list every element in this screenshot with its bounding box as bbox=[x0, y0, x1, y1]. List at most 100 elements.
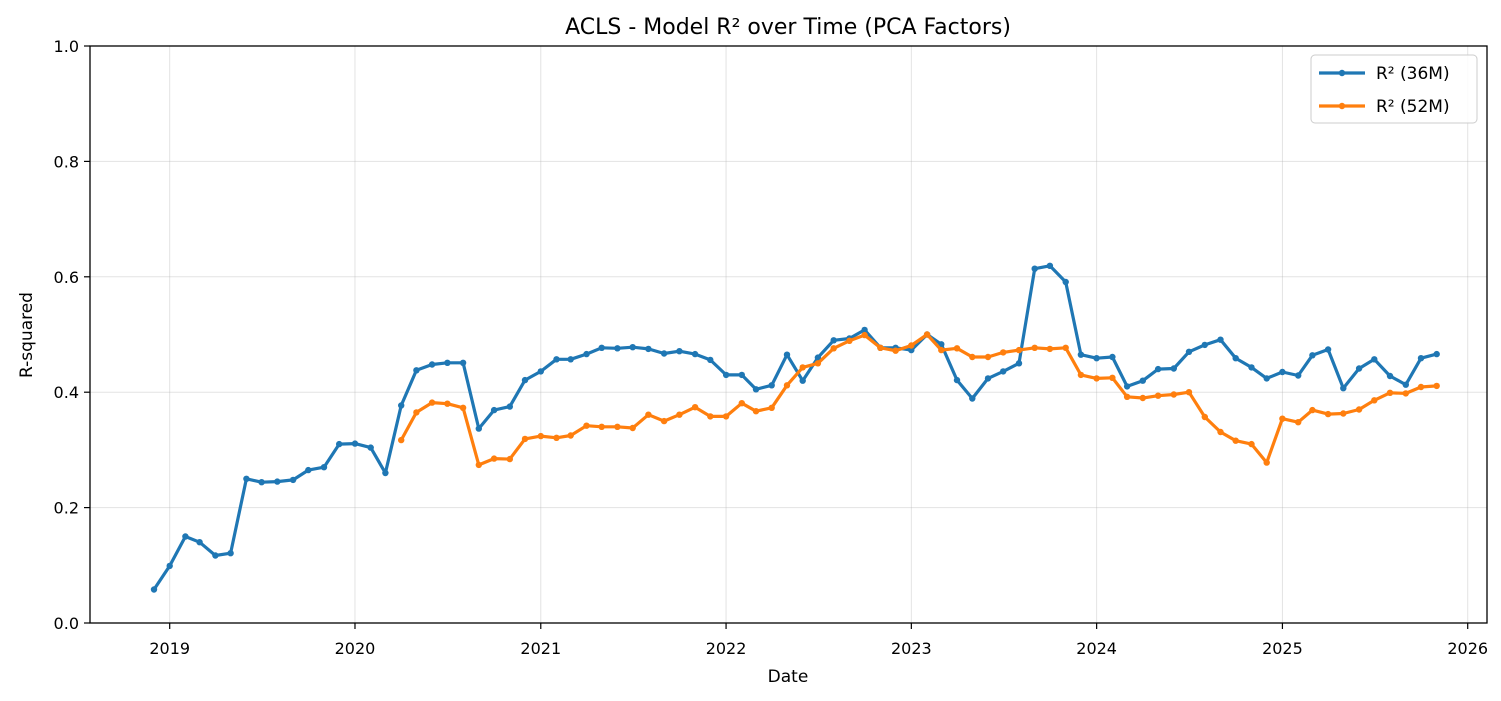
data-point bbox=[923, 331, 931, 338]
data-point bbox=[1386, 389, 1394, 396]
data-point bbox=[1139, 377, 1147, 384]
plot-frame bbox=[89, 45, 1488, 624]
data-point bbox=[738, 371, 745, 379]
data-point bbox=[1232, 355, 1239, 362]
data-point bbox=[521, 376, 529, 384]
data-point bbox=[1340, 385, 1347, 392]
data-point bbox=[1309, 406, 1316, 414]
data-point bbox=[182, 533, 189, 540]
data-point bbox=[475, 461, 482, 469]
data-point bbox=[1077, 351, 1085, 358]
y-tick-label: 0.8 bbox=[54, 152, 79, 171]
data-point bbox=[861, 331, 868, 339]
data-point bbox=[830, 337, 837, 344]
data-point bbox=[783, 351, 791, 358]
data-point bbox=[1417, 383, 1425, 391]
data-point bbox=[459, 404, 467, 411]
data-point bbox=[1402, 390, 1410, 397]
series-1 bbox=[398, 331, 1440, 469]
data-point bbox=[1295, 372, 1302, 379]
data-point bbox=[475, 425, 482, 432]
data-point bbox=[598, 423, 605, 430]
data-point bbox=[1109, 353, 1116, 361]
data-point bbox=[212, 552, 219, 559]
data-point bbox=[1279, 368, 1286, 376]
data-point bbox=[1417, 355, 1425, 362]
data-point bbox=[892, 347, 899, 354]
data-point bbox=[398, 402, 405, 409]
data-point bbox=[1015, 360, 1023, 367]
data-point bbox=[752, 386, 760, 393]
data-point bbox=[537, 368, 544, 375]
data-point bbox=[1154, 365, 1162, 373]
data-point bbox=[707, 413, 714, 420]
data-point bbox=[984, 375, 992, 382]
data-point bbox=[938, 341, 945, 348]
data-point bbox=[1324, 346, 1332, 353]
data-point bbox=[490, 455, 498, 462]
data-point bbox=[984, 353, 992, 361]
data-point bbox=[1185, 389, 1193, 396]
y-tick-label: 0.2 bbox=[54, 499, 79, 518]
data-point bbox=[553, 434, 560, 441]
data-point bbox=[1077, 371, 1085, 379]
y-axis-label: R-squared bbox=[17, 292, 37, 378]
data-point bbox=[1295, 419, 1302, 426]
data-point bbox=[752, 408, 760, 415]
data-point bbox=[1185, 348, 1193, 355]
data-point bbox=[428, 361, 436, 368]
data-point bbox=[660, 417, 668, 425]
data-point bbox=[567, 356, 574, 363]
data-point bbox=[413, 409, 420, 416]
data-point bbox=[227, 550, 234, 557]
data-point bbox=[676, 348, 683, 355]
data-point bbox=[1433, 382, 1440, 390]
data-point bbox=[1263, 375, 1270, 382]
data-point bbox=[305, 466, 312, 474]
series-layer bbox=[150, 262, 1440, 593]
y-tick-label: 0.6 bbox=[54, 268, 79, 287]
data-point bbox=[1386, 372, 1394, 380]
data-point bbox=[614, 345, 621, 352]
data-point bbox=[908, 346, 915, 354]
data-point bbox=[691, 404, 699, 411]
x-tick-label: 2021 bbox=[520, 639, 561, 658]
data-point bbox=[969, 353, 976, 361]
x-tick-label: 2026 bbox=[1447, 639, 1488, 658]
legend-label-52m: R² (52M) bbox=[1376, 97, 1450, 117]
x-axis-label: Date bbox=[768, 667, 809, 687]
data-point bbox=[1170, 391, 1178, 398]
data-point bbox=[1109, 374, 1116, 381]
data-point bbox=[783, 382, 791, 389]
data-point bbox=[1170, 365, 1178, 372]
data-point bbox=[150, 586, 158, 593]
data-point bbox=[814, 354, 822, 361]
data-point bbox=[320, 464, 328, 471]
data-point bbox=[645, 411, 652, 418]
x-tick-label: 2024 bbox=[1076, 639, 1117, 658]
x-tick-label: 2023 bbox=[891, 639, 932, 658]
data-point bbox=[1340, 410, 1347, 417]
data-point bbox=[166, 562, 173, 570]
data-point bbox=[660, 350, 668, 357]
data-point bbox=[676, 411, 683, 418]
data-point bbox=[243, 475, 250, 482]
data-point bbox=[691, 350, 699, 358]
data-point bbox=[877, 344, 884, 351]
data-point bbox=[1139, 394, 1147, 402]
data-point bbox=[953, 376, 961, 384]
data-point bbox=[830, 345, 837, 352]
data-point bbox=[444, 400, 451, 407]
data-point bbox=[413, 367, 420, 374]
data-point bbox=[846, 337, 853, 344]
data-point bbox=[814, 360, 822, 367]
data-point bbox=[537, 432, 544, 440]
x-tick-label: 2022 bbox=[706, 639, 747, 658]
x-tick-label: 2020 bbox=[335, 639, 376, 658]
series-0 bbox=[150, 262, 1440, 593]
data-point bbox=[428, 399, 436, 406]
data-point bbox=[861, 326, 868, 334]
data-point bbox=[645, 345, 652, 353]
legend: R² (36M) R² (52M) bbox=[1310, 54, 1478, 124]
data-point bbox=[1123, 393, 1131, 400]
